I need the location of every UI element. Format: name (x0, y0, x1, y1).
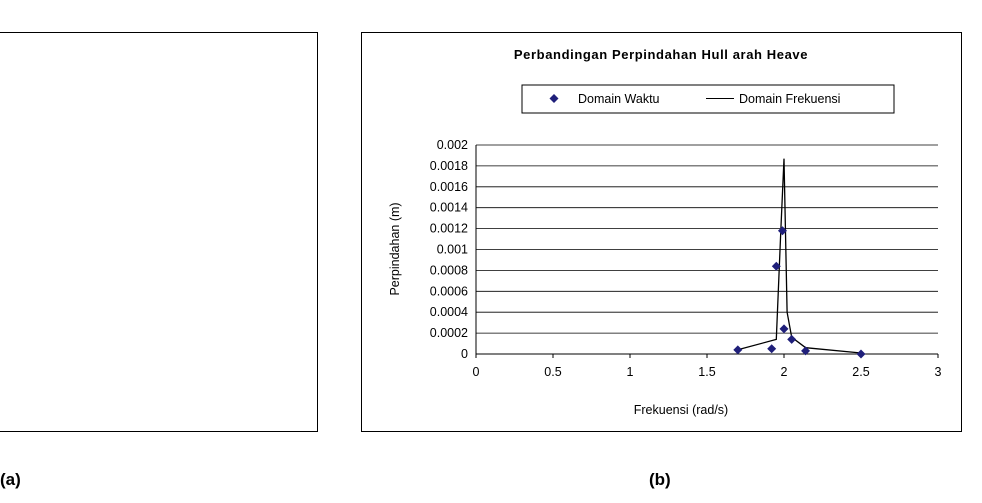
legend: Domain Waktu Domain Frekuensi (521, 84, 895, 114)
domain-waktu-point (733, 345, 743, 355)
panel-b-label: (b) (649, 470, 671, 489)
y-tick-label: 0.0008 (430, 263, 468, 277)
chart-title: Perbandingan Perpindahan Hull arah Heave (514, 47, 808, 62)
y-tick-label: 0.0016 (430, 180, 468, 194)
domain-waktu-point (767, 344, 777, 354)
series-domain-waktu (733, 226, 866, 359)
x-tick-label: 1 (627, 365, 634, 379)
y-tick-label: 0.0018 (430, 159, 468, 173)
grid-lines (476, 144, 938, 334)
domain-waktu-point (801, 346, 811, 356)
panel-a-label: (a) (0, 470, 21, 489)
x-tick-label: 3 (935, 365, 942, 379)
domain-waktu-point (779, 324, 789, 334)
x-tick-labels: 0 0.5 1 1.5 2 2.5 3 (473, 354, 942, 379)
x-tick-label: 2 (781, 365, 788, 379)
domain-frekuensi-line (737, 158, 862, 354)
legend-label-domain-frekuensi: Domain Frekuensi (739, 92, 840, 106)
x-tick-label: 1.5 (698, 365, 715, 379)
y-tick-labels: 0 0.0002 0.0004 0.0006 0.0008 0.001 0.0012 0.00… (430, 138, 468, 361)
legend-diamond-marker (549, 94, 559, 103)
domain-waktu-point (771, 261, 781, 271)
x-tick-label: 2.5 (852, 365, 869, 379)
panel-a-frame (0, 32, 318, 432)
heave-chart: Perbandingan Perpindahan Hull arah Heave… (388, 47, 942, 417)
series-domain-frekuensi (737, 158, 862, 354)
panel-b-frame: Perbandingan Perpindahan Hull arah Heave… (361, 32, 962, 432)
y-tick-label: 0 (461, 347, 468, 361)
x-axis-label: Frekuensi (rad/s) (634, 403, 728, 417)
domain-waktu-point (777, 226, 787, 236)
y-tick-label: 0.001 (437, 243, 468, 257)
y-tick-label: 0.0006 (430, 284, 468, 298)
domain-waktu-point (856, 349, 866, 359)
y-tick-label: 0.0014 (430, 201, 468, 215)
y-tick-label: 0.0012 (430, 222, 468, 236)
x-tick-label: 0.5 (544, 365, 561, 379)
y-axis-label: Perpindahan (m) (388, 202, 402, 295)
y-tick-label: 0.0002 (430, 326, 468, 340)
y-tick-label: 0.002 (437, 138, 468, 152)
domain-waktu-point (787, 334, 797, 344)
x-tick-label: 0 (473, 365, 480, 379)
legend-label-domain-waktu: Domain Waktu (578, 92, 660, 106)
y-tick-label: 0.0004 (430, 305, 468, 319)
